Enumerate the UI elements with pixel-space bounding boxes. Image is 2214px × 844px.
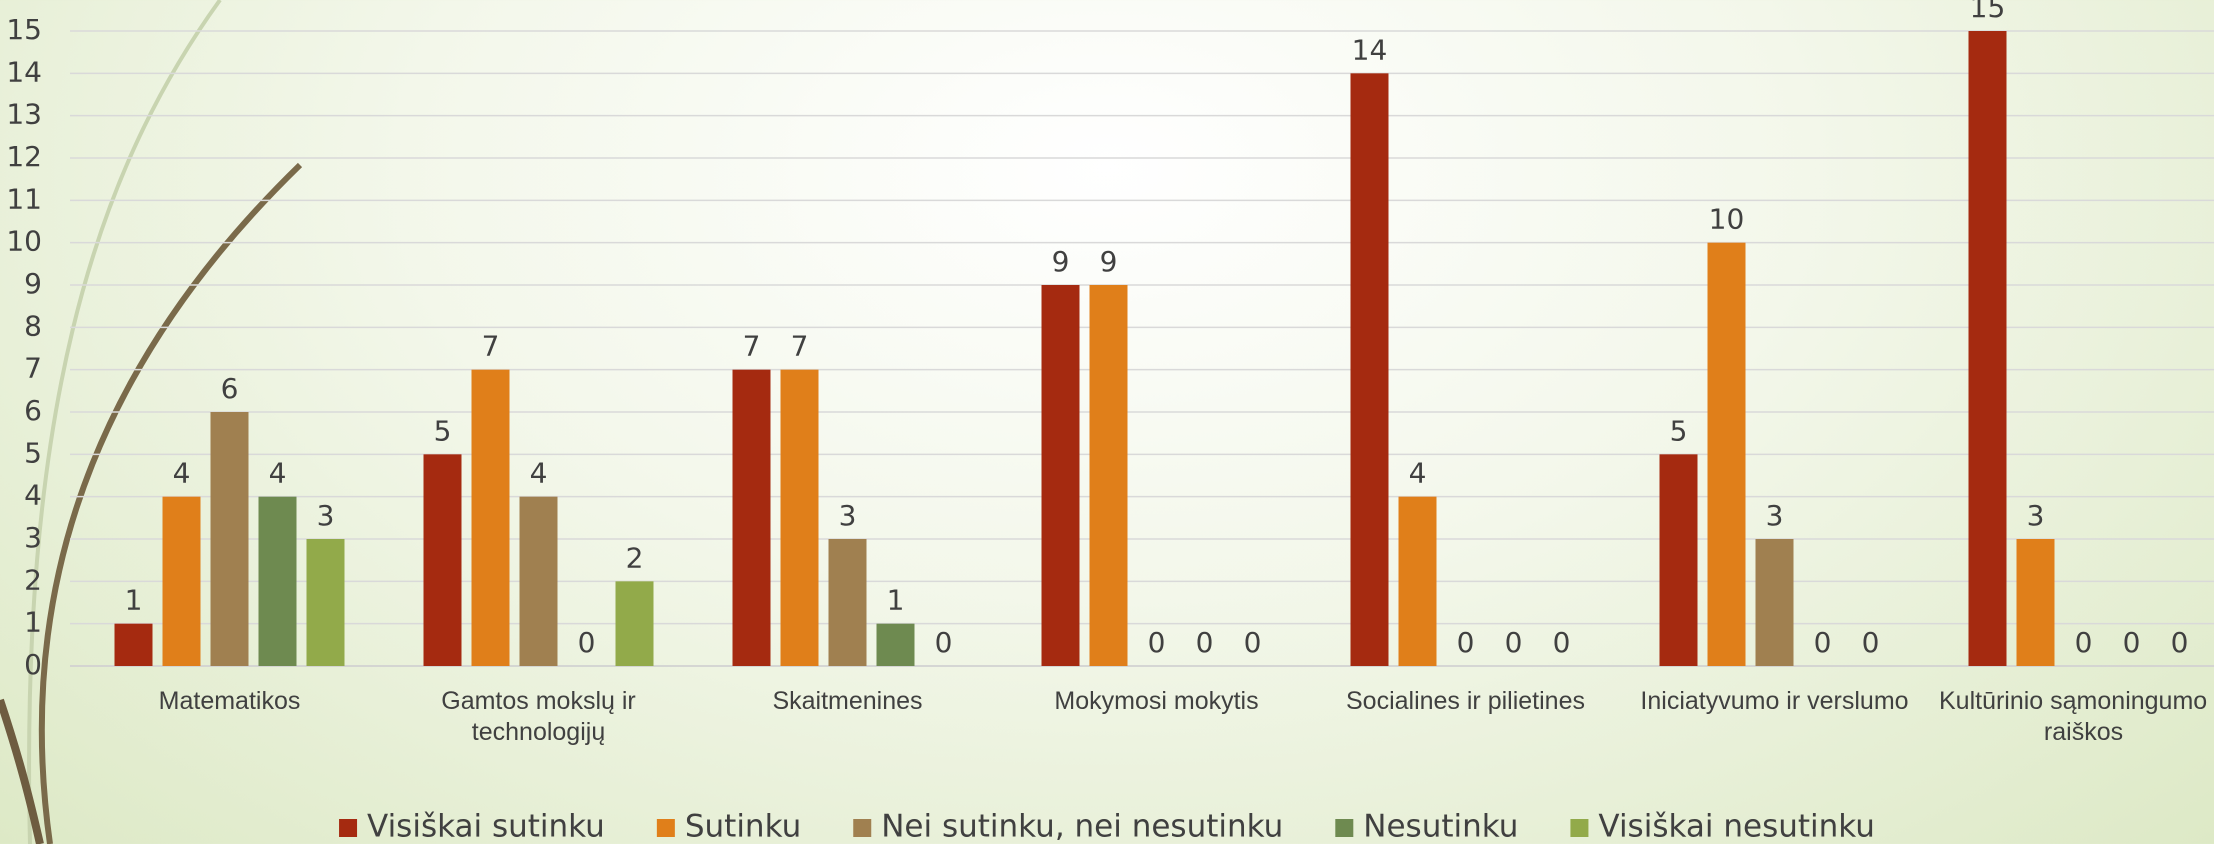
data-label: 0 — [1862, 626, 1880, 659]
data-label: 4 — [173, 457, 191, 490]
data-label: 0 — [935, 626, 953, 659]
bar — [615, 581, 654, 666]
data-label: 3 — [2027, 499, 2045, 532]
x-tick-label: Iniciatyvumo ir verslumo — [1640, 687, 1909, 715]
bar — [114, 623, 153, 666]
data-label: 3 — [317, 499, 335, 532]
data-label: 0 — [2171, 626, 2189, 659]
data-label: 0 — [578, 626, 596, 659]
data-label: 14 — [1352, 33, 1388, 66]
y-tick-label: 0 — [24, 648, 42, 681]
y-tick-label: 12 — [6, 140, 42, 173]
data-label: 2 — [626, 541, 644, 574]
bar — [471, 369, 510, 666]
data-label: 0 — [1244, 626, 1262, 659]
y-tick-label: 1 — [24, 606, 42, 639]
x-tick-label: Matematikos — [158, 687, 301, 715]
x-tick-label: Gamtos mokslų ir technologijų — [441, 687, 636, 746]
data-label: 4 — [530, 457, 548, 490]
data-label: 0 — [1553, 626, 1571, 659]
data-label: 0 — [1505, 626, 1523, 659]
data-label: 7 — [743, 330, 761, 363]
y-tick-label: 15 — [6, 13, 42, 46]
bar — [1089, 285, 1128, 666]
data-label: 0 — [1814, 626, 1832, 659]
legend-swatch — [656, 819, 675, 837]
y-tick-label: 9 — [24, 267, 42, 300]
legend-swatch — [1570, 819, 1589, 837]
data-label: 3 — [839, 499, 857, 532]
data-label: 4 — [1409, 457, 1427, 490]
x-tick-label: Socialines ir pilietines — [1345, 687, 1585, 715]
data-label: 1 — [887, 584, 905, 617]
bar — [423, 454, 462, 666]
data-label: 3 — [1766, 499, 1784, 532]
data-label: 6 — [221, 372, 239, 405]
bar — [519, 496, 558, 666]
data-label: 0 — [1457, 626, 1475, 659]
legend-swatch — [339, 819, 358, 837]
bar — [1398, 496, 1437, 666]
bar — [2016, 539, 2055, 666]
bar — [162, 496, 201, 666]
y-tick-label: 6 — [24, 394, 42, 427]
data-label: 7 — [791, 330, 809, 363]
bar — [1350, 73, 1389, 667]
data-label: 0 — [2123, 626, 2141, 659]
bar — [258, 496, 297, 666]
bar — [732, 369, 771, 666]
y-tick-label: 11 — [6, 182, 42, 215]
legend-swatch — [853, 819, 872, 837]
data-label: 7 — [482, 330, 500, 363]
data-label: 9 — [1100, 245, 1118, 278]
y-tick-label: 8 — [24, 309, 42, 342]
legend-label: Visiškai sutinku — [367, 809, 605, 844]
y-tick-label: 2 — [24, 563, 42, 596]
bar — [876, 623, 915, 666]
data-label: 10 — [1709, 203, 1745, 236]
x-tick-label: Skaitmenines — [772, 687, 923, 715]
y-tick-label: 7 — [24, 352, 42, 385]
y-tick-label: 13 — [6, 98, 42, 131]
data-label: 4 — [269, 457, 287, 490]
y-tick-label: 14 — [6, 55, 42, 88]
y-tick-label: 5 — [24, 436, 42, 469]
data-label: 0 — [1148, 626, 1166, 659]
data-label: 5 — [434, 414, 452, 447]
y-tick-label: 10 — [6, 225, 42, 258]
data-label: 15 — [1970, 0, 2006, 24]
data-label: 5 — [1670, 414, 1688, 447]
data-label: 0 — [2075, 626, 2093, 659]
decoration — [0, 0, 303, 844]
bar — [828, 539, 867, 666]
bar — [210, 412, 249, 666]
data-label: 9 — [1052, 245, 1070, 278]
bar — [780, 369, 819, 666]
bar — [1041, 285, 1080, 666]
y-tick-label: 4 — [24, 479, 42, 512]
x-tick-label: Kultūrinio sąmoningumo ir raiškos — [1938, 687, 2214, 746]
legend-label: Visiškai nesutinku — [1598, 809, 1875, 844]
legend-label: Nei sutinku, nei nesutinku — [881, 809, 1283, 844]
bar — [1659, 454, 1698, 666]
bar — [1707, 242, 1746, 666]
bar — [1755, 539, 1794, 666]
x-tick-label: Mokymosi mokytis — [1054, 687, 1259, 715]
legend-label: Sutinku — [685, 809, 801, 844]
data-label: 0 — [1196, 626, 1214, 659]
bar — [1968, 31, 2007, 666]
legend-swatch — [1335, 819, 1354, 837]
data-label: 1 — [125, 584, 143, 617]
y-tick-label: 3 — [24, 521, 42, 554]
legend-label: Nesutinku — [1363, 809, 1518, 844]
bar — [306, 539, 345, 666]
